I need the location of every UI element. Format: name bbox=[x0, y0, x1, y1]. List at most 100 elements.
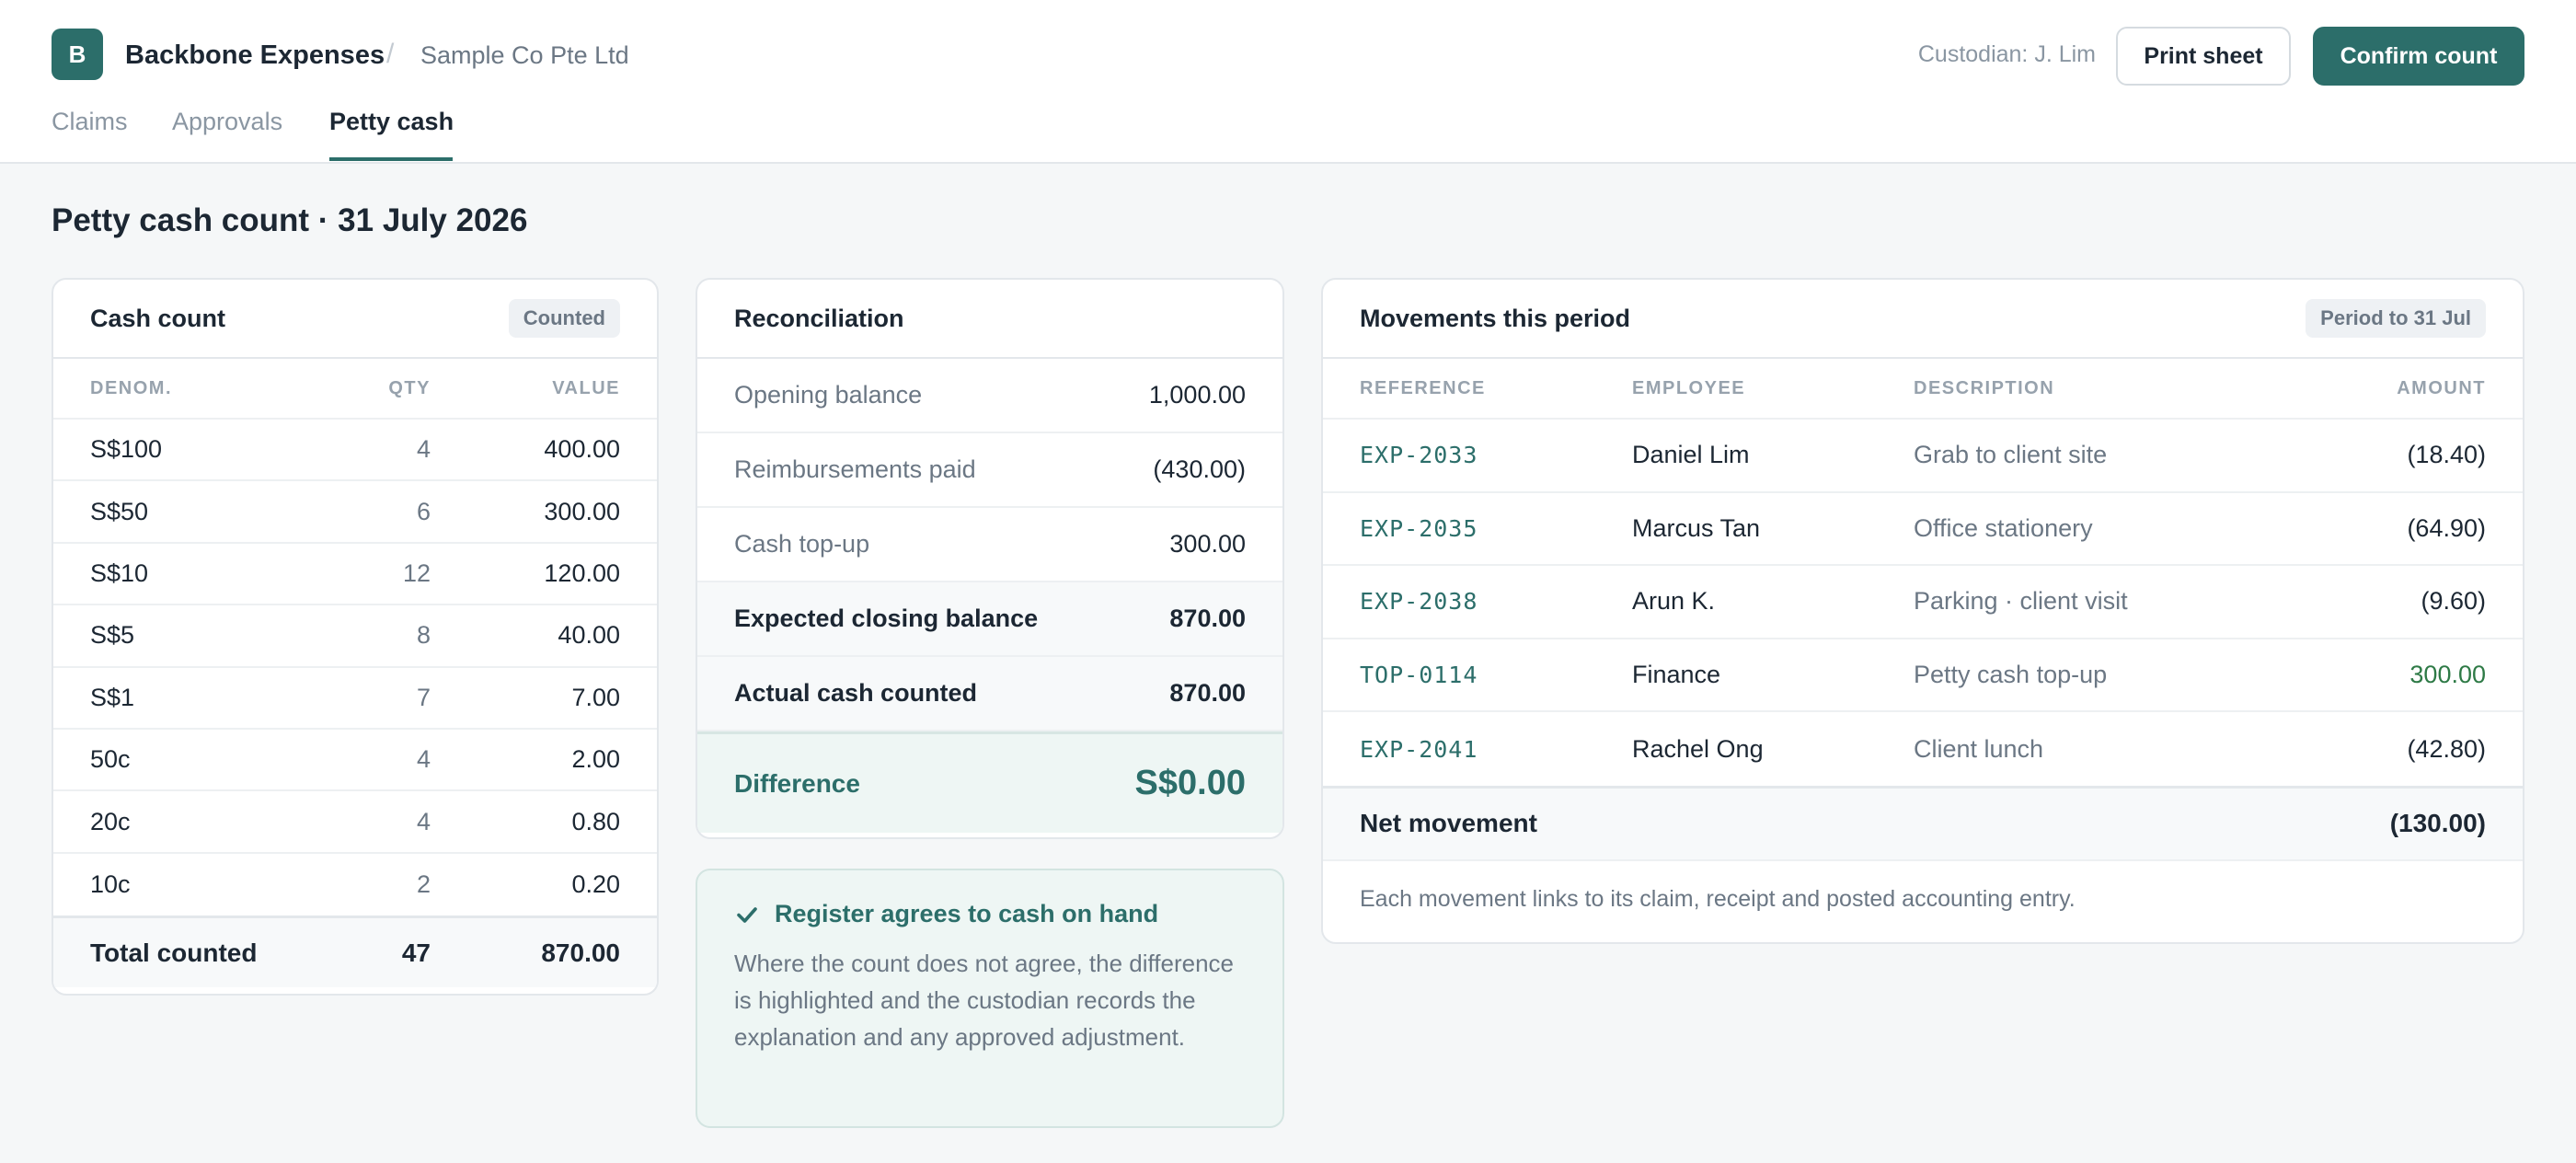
reconciliation-title: Reconciliation bbox=[734, 304, 904, 332]
qty-cell: 7 bbox=[416, 683, 431, 711]
amount-cell: (18.40) bbox=[2407, 441, 2486, 469]
employee-cell: Arun K. bbox=[1632, 587, 1716, 616]
reconciliation-row: Opening balance 1,000.00 bbox=[697, 359, 1282, 433]
agree-heading: Register agrees to cash on hand bbox=[734, 900, 1246, 928]
value-cell: 0.80 bbox=[571, 807, 620, 835]
employee-cell: Daniel Lim bbox=[1632, 441, 1750, 469]
table-row: 10c 2 0.20 bbox=[53, 854, 657, 915]
denomination-cell: S$1 bbox=[90, 683, 135, 711]
value-cell: 0.20 bbox=[571, 869, 620, 898]
value-cell: 400.00 bbox=[544, 435, 620, 464]
table-row[interactable]: EXP-2033 Daniel Lim Grab to client site (18… bbox=[1323, 420, 2523, 493]
cash-top-up-label: Cash top-up bbox=[734, 530, 870, 558]
tab-approvals[interactable]: Approvals bbox=[172, 108, 283, 135]
reference-link[interactable]: EXP-2033 bbox=[1360, 442, 1478, 469]
qty-cell: 2 bbox=[416, 869, 431, 898]
net-movement-row: Net movement (130.00) bbox=[1323, 785, 2523, 861]
reimbursements-value: (430.00) bbox=[1153, 455, 1246, 483]
total-qty: 47 bbox=[401, 938, 431, 967]
confirm-count-button[interactable]: Confirm count bbox=[2313, 27, 2524, 86]
opening-balance-label: Opening balance bbox=[734, 381, 923, 409]
reference-link[interactable]: EXP-2038 bbox=[1360, 588, 1478, 616]
column-header-employee: EMPLOYEE bbox=[1632, 377, 1746, 398]
difference-value: S$0.00 bbox=[1134, 764, 1246, 802]
denomination-cell: S$100 bbox=[90, 435, 163, 464]
agree-title: Register agrees to cash on hand bbox=[775, 900, 1159, 927]
register-agrees-panel: Register agrees to cash on hand Where th… bbox=[696, 869, 1284, 1128]
value-cell: 40.00 bbox=[558, 621, 620, 650]
print-sheet-button[interactable]: Print sheet bbox=[2116, 27, 2291, 86]
reference-link[interactable]: EXP-2035 bbox=[1360, 514, 1478, 542]
reconciliation-card: Reconciliation Opening balance 1,000.00 … bbox=[696, 278, 1284, 839]
qty-cell: 4 bbox=[416, 435, 431, 464]
cash-count-total-row: Total counted 47 870.00 bbox=[53, 915, 657, 988]
active-tab-indicator bbox=[329, 157, 453, 161]
difference-row: Difference S$0.00 bbox=[697, 731, 1282, 833]
table-row: S$50 6 300.00 bbox=[53, 481, 657, 544]
column-header-qty: QTY bbox=[388, 377, 431, 398]
reconciliation-row: Cash top-up 300.00 bbox=[697, 508, 1282, 582]
amount-cell: (9.60) bbox=[2421, 587, 2486, 616]
qty-cell: 4 bbox=[416, 807, 431, 835]
table-row[interactable]: EXP-2038 Arun K. Parking · client visit (9.… bbox=[1323, 566, 2523, 639]
app-logo[interactable]: B bbox=[52, 29, 103, 80]
column-header-amount: AMOUNT bbox=[2397, 377, 2486, 398]
cash-count-header: Cash count Counted bbox=[53, 280, 657, 359]
amount-cell: 300.00 bbox=[2409, 661, 2486, 689]
breadcrumb-separator: / bbox=[386, 39, 395, 69]
opening-balance-value: 1,000.00 bbox=[1148, 381, 1246, 409]
denomination-cell: 50c bbox=[90, 745, 131, 774]
actual-cash-value: 870.00 bbox=[1169, 679, 1246, 707]
description-cell: Parking · client visit bbox=[1914, 587, 2128, 616]
actual-cash-label: Actual cash counted bbox=[734, 679, 978, 707]
expected-closing-label: Expected closing balance bbox=[734, 605, 1039, 632]
table-row[interactable]: EXP-2035 Marcus Tan Office stationery (64.9… bbox=[1323, 493, 2523, 567]
denomination-cell: 20c bbox=[90, 807, 131, 835]
table-row[interactable]: EXP-2041 Rachel Ong Client lunch (42.80) bbox=[1323, 712, 2523, 786]
cash-count-card: Cash count Counted DENOM. QTY VALUE S$10… bbox=[52, 278, 659, 996]
company-name[interactable]: Sample Co Pte Ltd bbox=[420, 41, 629, 69]
denomination-cell: S$10 bbox=[90, 558, 149, 587]
table-row: 20c 4 0.80 bbox=[53, 791, 657, 854]
expected-closing-value: 870.00 bbox=[1169, 605, 1246, 632]
table-row: 50c 4 2.00 bbox=[53, 730, 657, 792]
table-row: S$1 7 7.00 bbox=[53, 668, 657, 730]
employee-cell: Rachel Ong bbox=[1632, 734, 1764, 763]
table-row: S$10 12 120.00 bbox=[53, 544, 657, 606]
reimbursements-label: Reimbursements paid bbox=[734, 455, 976, 483]
agree-description: Where the count does not agree, the diff… bbox=[734, 950, 1234, 1051]
reconciliation-row: Expected closing balance 870.00 bbox=[697, 582, 1282, 657]
total-value: 870.00 bbox=[541, 938, 620, 967]
period-badge: Period to 31 Jul bbox=[2306, 299, 2486, 338]
denomination-cell: S$5 bbox=[90, 621, 135, 650]
table-row[interactable]: TOP-0114 Finance Petty cash top-up 300.00 bbox=[1323, 639, 2523, 713]
column-header-denom: DENOM. bbox=[90, 377, 172, 398]
column-header-value: VALUE bbox=[552, 377, 620, 398]
movements-header: Movements this period Period to 31 Jul bbox=[1323, 280, 2523, 359]
reference-link[interactable]: TOP-0114 bbox=[1360, 662, 1478, 689]
description-cell: Office stationery bbox=[1914, 513, 2093, 542]
top-bar: B Backbone Expenses / Sample Co Pte Ltd … bbox=[0, 0, 2576, 164]
value-cell: 300.00 bbox=[544, 497, 620, 525]
value-cell: 2.00 bbox=[571, 745, 620, 774]
app-name: Backbone Expenses bbox=[125, 40, 385, 70]
reconciliation-row: Reimbursements paid (430.00) bbox=[697, 433, 1282, 508]
check-icon bbox=[734, 902, 760, 927]
reconciliation-header: Reconciliation bbox=[697, 280, 1282, 359]
qty-cell: 4 bbox=[416, 745, 431, 774]
page-title: Petty cash count · 31 July 2026 bbox=[52, 202, 528, 238]
movements-title: Movements this period bbox=[1360, 304, 1631, 332]
cash-count-table-header: DENOM. QTY VALUE bbox=[53, 359, 657, 420]
description-cell: Client lunch bbox=[1914, 734, 2044, 763]
reconciliation-row: Actual cash counted 870.00 bbox=[697, 657, 1282, 731]
employee-cell: Finance bbox=[1632, 661, 1721, 689]
tab-claims[interactable]: Claims bbox=[52, 108, 128, 135]
movements-card: Movements this period Period to 31 Jul R… bbox=[1321, 278, 2524, 944]
description-cell: Grab to client site bbox=[1914, 441, 2108, 469]
net-movement-value: (130.00) bbox=[2389, 809, 2486, 838]
reference-link[interactable]: EXP-2041 bbox=[1360, 735, 1478, 763]
custodian-label: Custodian: J. Lim bbox=[1917, 41, 2096, 67]
tab-petty-cash[interactable]: Petty cash bbox=[329, 108, 454, 135]
cash-top-up-value: 300.00 bbox=[1169, 530, 1246, 558]
value-cell: 120.00 bbox=[544, 558, 620, 587]
